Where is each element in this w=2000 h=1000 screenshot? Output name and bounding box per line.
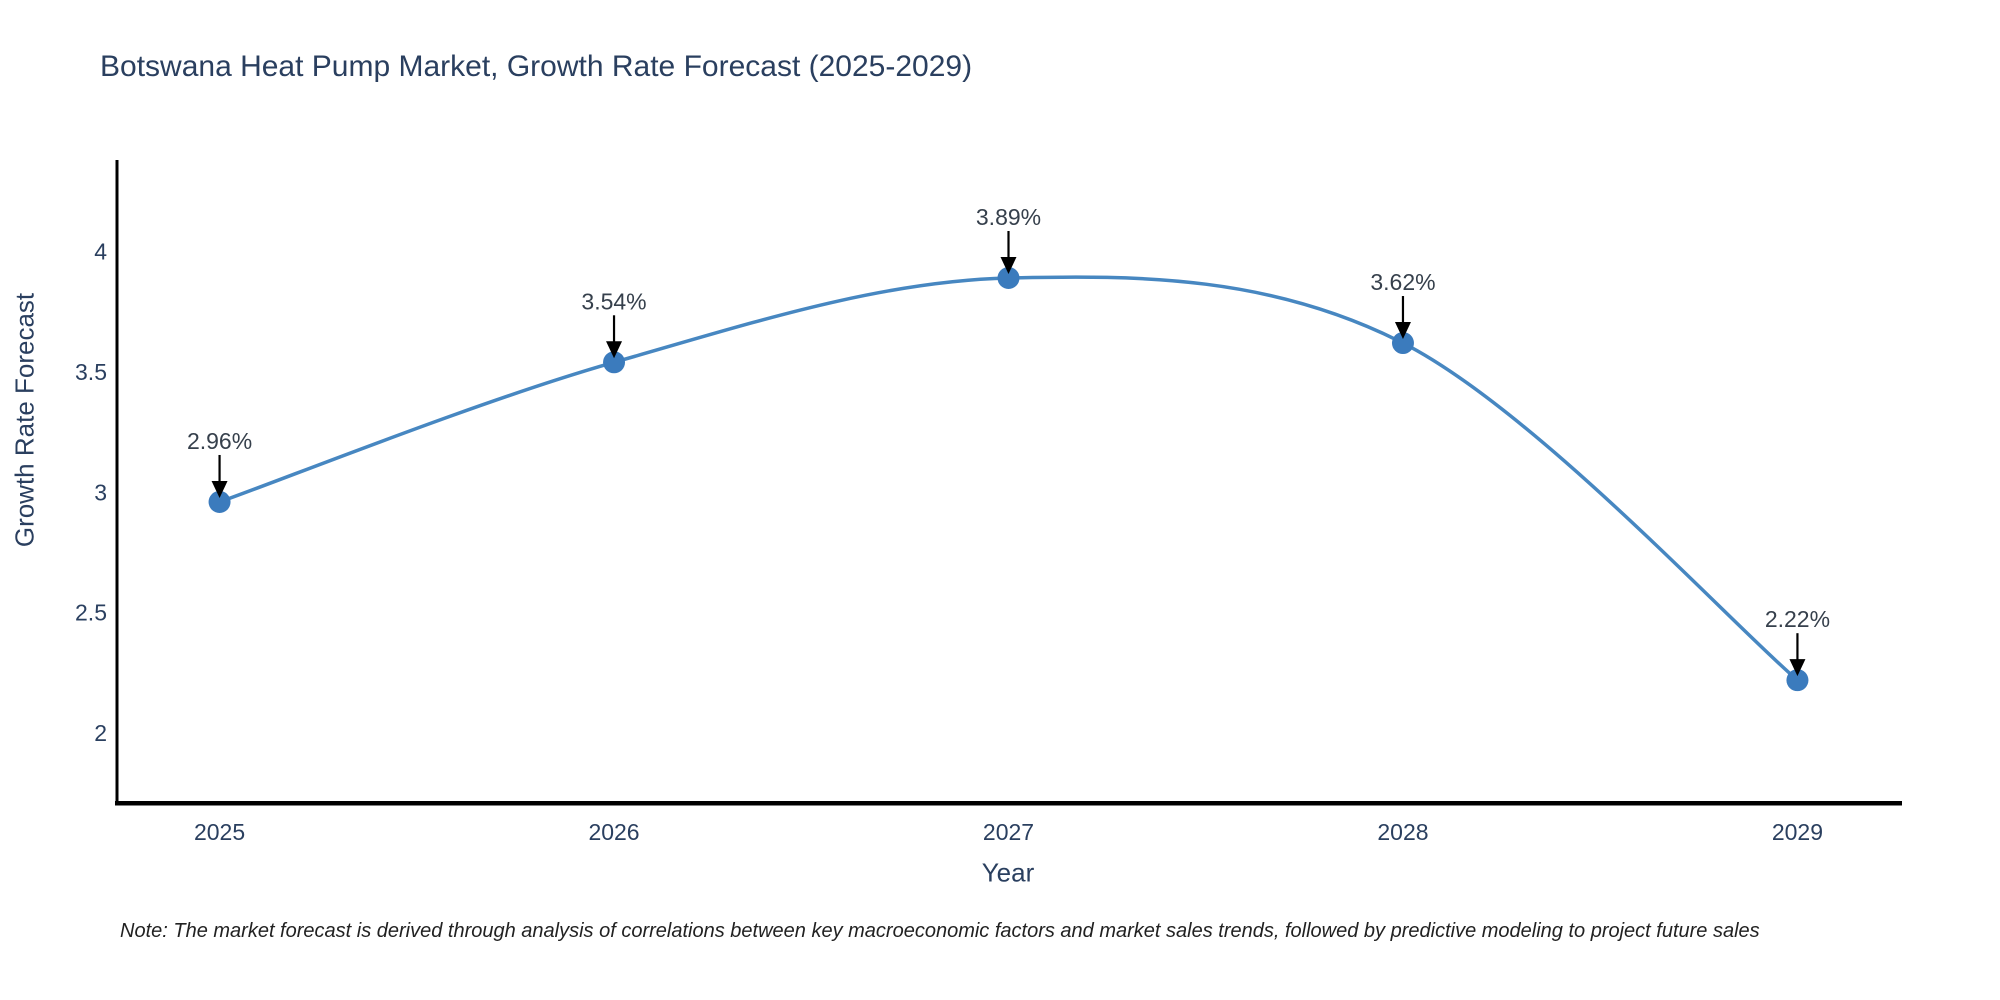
y-axis-spine [115, 160, 119, 805]
y-tick-label: 3 [94, 479, 107, 505]
y-axis-title: Growth Rate Forecast [9, 292, 40, 548]
chart-note: Note: The market forecast is derived thr… [120, 920, 1760, 942]
x-tick-label: 2027 [983, 819, 1034, 845]
x-tick-label: 2029 [1772, 819, 1823, 845]
point-value-label: 2.22% [1765, 606, 1830, 632]
annotation-arrowhead [211, 480, 228, 498]
point-value-label: 3.89% [976, 204, 1041, 230]
data-point-marker [997, 267, 1020, 290]
y-tick-label: 2 [94, 720, 107, 746]
y-tick-label: 4 [94, 239, 107, 265]
data-point-marker [1786, 669, 1809, 692]
annotation-arrowhead [1789, 659, 1806, 677]
x-tick-label: 2025 [194, 819, 245, 845]
chart-title: Botswana Heat Pump Market, Growth Rate F… [100, 50, 973, 83]
point-value-label: 3.62% [1370, 269, 1435, 295]
point-value-label: 2.96% [187, 428, 252, 454]
x-axis-title: Year [981, 857, 1035, 888]
y-tick-label: 3.5 [75, 359, 107, 385]
data-point-marker [1391, 332, 1414, 355]
x-tick-label: 2026 [588, 819, 639, 845]
data-point-marker [208, 490, 231, 513]
trend-line [218, 275, 1799, 682]
point-value-label: 3.54% [581, 288, 646, 314]
annotation-arrowhead [606, 341, 623, 359]
annotation-arrowhead [1394, 322, 1411, 340]
annotation-arrowhead [1000, 257, 1017, 275]
x-tick-label: 2028 [1377, 819, 1428, 845]
data-point-marker [603, 351, 626, 374]
x-axis-spine [115, 801, 1902, 806]
y-tick-label: 2.5 [75, 600, 107, 626]
